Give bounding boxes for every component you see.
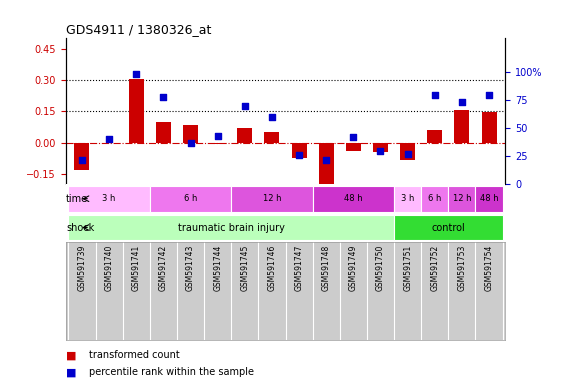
Text: 12 h: 12 h	[263, 194, 281, 203]
Text: shock: shock	[66, 222, 94, 233]
Bar	[476, 186, 502, 212]
Text: GSM591746: GSM591746	[267, 245, 276, 291]
Bar	[319, 142, 333, 184]
Point	[104, 136, 114, 142]
Text: 3 h: 3 h	[102, 194, 116, 203]
Point	[132, 71, 141, 78]
Point	[484, 91, 493, 98]
Text: percentile rank within the sample: percentile rank within the sample	[89, 367, 254, 377]
Bar	[238, 128, 252, 142]
Text: GSM591748: GSM591748	[321, 245, 331, 291]
Bar	[313, 186, 394, 212]
Text: GSM591740: GSM591740	[104, 245, 114, 291]
Bar	[183, 125, 198, 142]
Text: GSM591751: GSM591751	[403, 245, 412, 291]
Text: GSM591753: GSM591753	[457, 245, 467, 291]
Text: 12 h: 12 h	[453, 194, 471, 203]
Text: 6 h: 6 h	[184, 194, 197, 203]
Text: time: time	[66, 194, 89, 204]
Text: transformed count: transformed count	[89, 350, 179, 360]
Bar	[448, 186, 476, 212]
Point	[186, 140, 195, 146]
Point	[159, 94, 168, 100]
Bar	[231, 186, 313, 212]
Bar	[373, 142, 388, 152]
Bar	[481, 113, 497, 142]
Text: ■: ■	[66, 350, 76, 360]
Text: control: control	[432, 222, 465, 233]
Bar	[455, 110, 469, 142]
Point	[321, 157, 331, 163]
Point	[403, 151, 412, 157]
Bar	[69, 215, 394, 240]
Bar	[156, 122, 171, 142]
Point	[240, 103, 250, 109]
Point	[457, 99, 467, 106]
Text: 48 h: 48 h	[344, 194, 363, 203]
Bar	[150, 186, 231, 212]
Text: ■: ■	[66, 367, 76, 377]
Bar	[210, 142, 225, 144]
Bar	[427, 130, 442, 142]
Text: 3 h: 3 h	[401, 194, 415, 203]
Bar	[74, 142, 90, 170]
Text: GSM591750: GSM591750	[376, 245, 385, 291]
Text: GSM591747: GSM591747	[295, 245, 304, 291]
Bar	[264, 132, 279, 142]
Text: 6 h: 6 h	[428, 194, 441, 203]
Point	[295, 152, 304, 158]
Bar	[394, 215, 502, 240]
Bar	[129, 79, 144, 142]
Bar	[69, 186, 150, 212]
Text: GSM591749: GSM591749	[349, 245, 358, 291]
Point	[349, 134, 358, 140]
Bar	[421, 186, 448, 212]
Bar	[394, 186, 421, 212]
Text: GSM591745: GSM591745	[240, 245, 250, 291]
Point	[213, 133, 222, 139]
Text: GDS4911 / 1380326_at: GDS4911 / 1380326_at	[66, 23, 211, 36]
Text: GSM591741: GSM591741	[132, 245, 140, 291]
Point	[78, 157, 87, 163]
Point	[376, 147, 385, 154]
Bar	[346, 142, 361, 151]
Text: traumatic brain injury: traumatic brain injury	[178, 222, 285, 233]
Text: GSM591743: GSM591743	[186, 245, 195, 291]
Text: GSM591739: GSM591739	[78, 245, 86, 291]
Text: GSM591752: GSM591752	[431, 245, 439, 291]
Point	[430, 91, 439, 98]
Text: GSM591742: GSM591742	[159, 245, 168, 291]
Point	[267, 114, 276, 120]
Bar	[400, 142, 415, 161]
Text: GSM591754: GSM591754	[485, 245, 493, 291]
Text: GSM591744: GSM591744	[213, 245, 222, 291]
Text: 48 h: 48 h	[480, 194, 498, 203]
Bar	[292, 142, 307, 158]
